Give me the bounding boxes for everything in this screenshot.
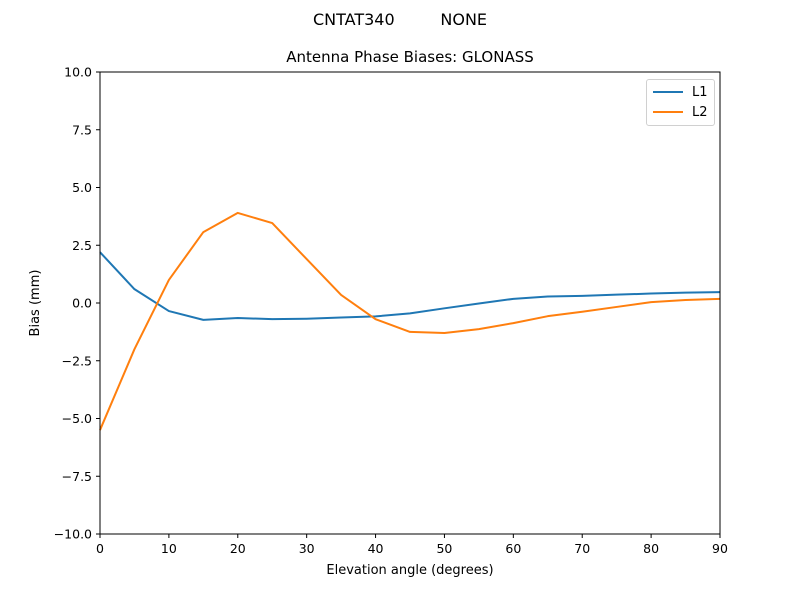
y-tick-label: −7.5 [62, 469, 92, 484]
legend-line-l2-icon [653, 111, 683, 113]
chart-title: Antenna Phase Biases: GLONASS [286, 48, 534, 66]
y-tick-label: 10.0 [64, 65, 92, 80]
x-tick-label: 90 [712, 541, 728, 556]
legend-item-l1: L1 [653, 83, 708, 101]
x-tick-label: 0 [96, 541, 104, 556]
figure-suptitle: CNTAT340 NONE [312, 10, 488, 29]
series-line-l2 [99, 211, 721, 431]
x-tick-label: 20 [230, 541, 246, 556]
x-axis-ticks: 0 10 20 30 40 50 60 70 80 90 [96, 534, 728, 556]
y-axis-ticks: −10.0 −7.5 −5.0 −2.5 0.0 2.5 5.0 7.5 10.0 [54, 65, 100, 542]
y-tick-label: −2.5 [62, 353, 92, 368]
legend-label-l2: L2 [692, 104, 708, 120]
series-line-l1 [99, 251, 721, 321]
y-tick-label: 7.5 [72, 122, 92, 137]
y-tick-label: −10.0 [54, 527, 92, 542]
x-tick-label: 40 [368, 541, 384, 556]
legend-item-l2: L2 [653, 103, 708, 121]
x-tick-label: 10 [161, 541, 177, 556]
legend-label-l1: L1 [692, 84, 708, 100]
y-tick-label: 0.0 [72, 296, 92, 311]
x-tick-label: 60 [505, 541, 521, 556]
y-axis-label: Bias (mm) [28, 270, 43, 337]
y-tick-label: 2.5 [72, 238, 92, 253]
x-tick-label: 70 [574, 541, 590, 556]
legend: L1 L2 [646, 79, 715, 126]
x-axis-label: Elevation angle (degrees) [326, 563, 493, 578]
legend-line-l1-icon [653, 91, 683, 93]
x-tick-label: 50 [436, 541, 452, 556]
plot-frame [99, 71, 721, 535]
y-tick-label: −5.0 [62, 411, 92, 426]
plot-lines [99, 211, 721, 431]
y-tick-label: 5.0 [72, 180, 92, 195]
x-tick-label: 80 [643, 541, 659, 556]
x-tick-label: 30 [299, 541, 315, 556]
